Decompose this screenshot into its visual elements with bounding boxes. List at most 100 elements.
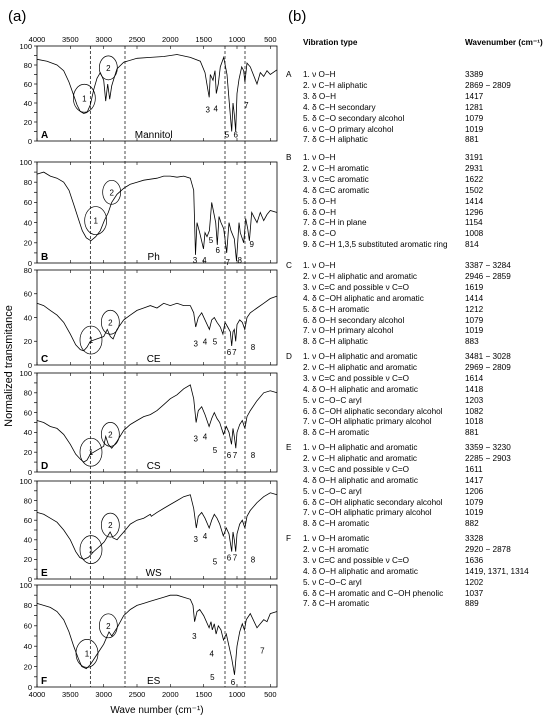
wavenumber-cell: 1079	[465, 315, 484, 325]
y-axis-title: Normalized transmitance	[3, 305, 15, 427]
group-letter: E	[286, 443, 292, 452]
band-label: 3	[193, 535, 198, 544]
band-label: 5	[225, 130, 230, 139]
vibration-type-cell: 6. δ C−OH aliphatic secondary alcohol	[303, 406, 443, 416]
wavenumber-cell: 889	[465, 599, 479, 609]
vibration-type-cell: 2. ν C−H aliphatic and aromatic	[303, 362, 417, 372]
vibration-type-cell: 3. ν C=C and possible ν C=O	[303, 282, 410, 292]
band-label: 1	[85, 649, 90, 658]
sample-name: ES	[147, 676, 161, 687]
vibration-type-cell: 7. ν C−OH aliphatic primary alcohol	[303, 508, 432, 518]
table-row: 6. δ C−H aromatic and C−OH phenolic 1037	[283, 589, 548, 600]
wavenumber-cell: 882	[465, 519, 479, 529]
y-tick-label: 20	[24, 448, 32, 457]
y-tick-label: 0	[28, 468, 32, 477]
wavenumber-cell: 1079	[465, 497, 484, 507]
spectrum-line-a	[36, 54, 278, 132]
group-letter: C	[286, 261, 292, 270]
wavenumber-cell: 3191	[465, 153, 484, 162]
x-tick-label-bottom: 2000	[162, 690, 179, 699]
y-tick-label: 40	[24, 536, 32, 545]
spectrum-line-b	[36, 171, 278, 262]
y-tick-label: 80	[24, 178, 32, 187]
table-row: 4. δ C−OH aliphatic and aromatic 1414	[283, 294, 548, 305]
vibration-type-cell: 5. δ O−H	[303, 196, 336, 206]
wavenumber-cell: 3389	[465, 70, 484, 79]
vibration-type-cell: 5. ν C−O−C aryl	[303, 486, 362, 496]
vibration-type-cell: 7. δ C−H aliphatic	[303, 135, 368, 145]
x-tick-label-top: 4000	[29, 35, 46, 44]
band-label: 2	[106, 64, 111, 73]
band-label: 7	[233, 451, 238, 460]
wavenumber-cell: 3481 − 3028	[465, 352, 511, 361]
wavenumber-cell: 1154	[465, 218, 483, 228]
table-row: 6. δ C−OH aliphatic secondary alcohol 107…	[283, 497, 548, 509]
band-2-circle	[98, 613, 118, 639]
y-tick-label: 60	[24, 622, 32, 631]
band-label: 4	[203, 432, 208, 441]
band-1-circle	[79, 437, 103, 467]
table-row: 4. δ O−H aliphatic and aromatic 1418	[283, 384, 548, 396]
wavenumber-cell: 3387 − 3284	[465, 261, 511, 270]
wavenumber-cell: 1622	[465, 174, 484, 184]
group-letter: A	[286, 70, 292, 79]
wavenumber-cell: 1206	[465, 486, 484, 496]
y-tick-label: 100	[19, 42, 32, 51]
y-tick-label: 80	[24, 496, 32, 505]
vibration-type-cell: 4. δ O−H aliphatic and aromatic	[303, 384, 418, 394]
table-row: 7. ν C−OH aliphatic primary alcohol 1019	[283, 509, 548, 519]
vibration-type-cell: 6. δ O−H secondary alcohol	[303, 315, 405, 325]
vibration-type-cell: 3. ν C=C and possible ν C=O	[303, 373, 410, 383]
band-label: 4	[203, 337, 208, 346]
vibration-type-cell: 7. ν C−OH aliphatic primary alcohol	[303, 417, 432, 427]
sample-name: Ph	[148, 252, 160, 263]
band-label: 5	[213, 446, 218, 455]
wavenumber-cell: 1419, 1371, 1314	[465, 566, 529, 576]
table-row: 3. ν C=C and possible ν C=O 1636	[283, 555, 548, 567]
y-tick-label: 40	[24, 428, 32, 437]
table-row: 2. ν C−H aliphatic and aromatic 2946 − 28…	[283, 272, 548, 283]
vibration-type-cell: 7. δ C−H in plane	[303, 218, 367, 228]
wavenumber-cell: 1008	[465, 229, 484, 239]
y-tick-label: 0	[28, 575, 32, 584]
band-2-circle	[100, 512, 120, 538]
vibration-type-cell: 5. ν C−O−C aryl	[303, 577, 362, 587]
band-label: 3	[192, 632, 197, 641]
wavenumber-cell: 1417	[465, 475, 484, 485]
y-tick-label: 60	[24, 290, 32, 299]
panel-frame	[36, 584, 278, 688]
band-label: 6	[227, 553, 232, 562]
wavenumber-cell: 1636	[465, 555, 484, 565]
x-axis-title: Wave number (cm⁻¹)	[110, 705, 203, 716]
band-label: 7	[232, 348, 237, 357]
vibration-type-cell: 2. ν C−H aliphatic and aromatic	[303, 453, 417, 463]
y-tick-label: 100	[19, 581, 32, 590]
band-label: 5	[213, 337, 218, 346]
wavenumber-cell: 1418	[465, 384, 484, 394]
group-letter: F	[286, 534, 292, 543]
band-label: 2	[106, 622, 111, 631]
y-tick-label: 20	[24, 555, 32, 564]
x-tick-label-bottom: 1000	[229, 690, 246, 699]
band-label: 2	[108, 318, 113, 327]
table-row: 8. δ C−H aromatic 882	[283, 520, 548, 530]
x-tick-label-top: 1500	[195, 35, 212, 44]
table-row: C 1. ν O−H 3387 − 3284	[283, 261, 548, 272]
table-row: D 1. ν O−H aliphatic and aromatic 3481 − 3…	[283, 352, 548, 363]
table-row: 2. ν C−H aromatic 2931	[283, 164, 548, 175]
x-tick-label-bottom: 2500	[129, 690, 146, 699]
table-row: 6. δ O−H secondary alcohol 1079	[283, 315, 548, 327]
panel-frame	[36, 161, 278, 264]
panel-frame	[36, 480, 278, 580]
y-tick-label: 20	[24, 239, 32, 248]
band-2-circle	[100, 422, 120, 447]
header-vibration-type: Vibration type	[303, 38, 358, 47]
band-label: 2	[109, 188, 114, 197]
x-tick-label-top: 1000	[229, 35, 246, 44]
y-tick-label: 60	[24, 408, 32, 417]
vibration-type-cell: 9. δ C−H 1,3,5 substituted aromatic ring	[303, 240, 448, 250]
table-row: 3. ν C=C aromatic 1622	[283, 174, 548, 186]
table-row: 8. δ C−H aliphatic 883	[283, 338, 548, 348]
wavenumber-cell: 2869 − 2809	[465, 80, 511, 90]
y-tick-label: 100	[19, 369, 32, 378]
